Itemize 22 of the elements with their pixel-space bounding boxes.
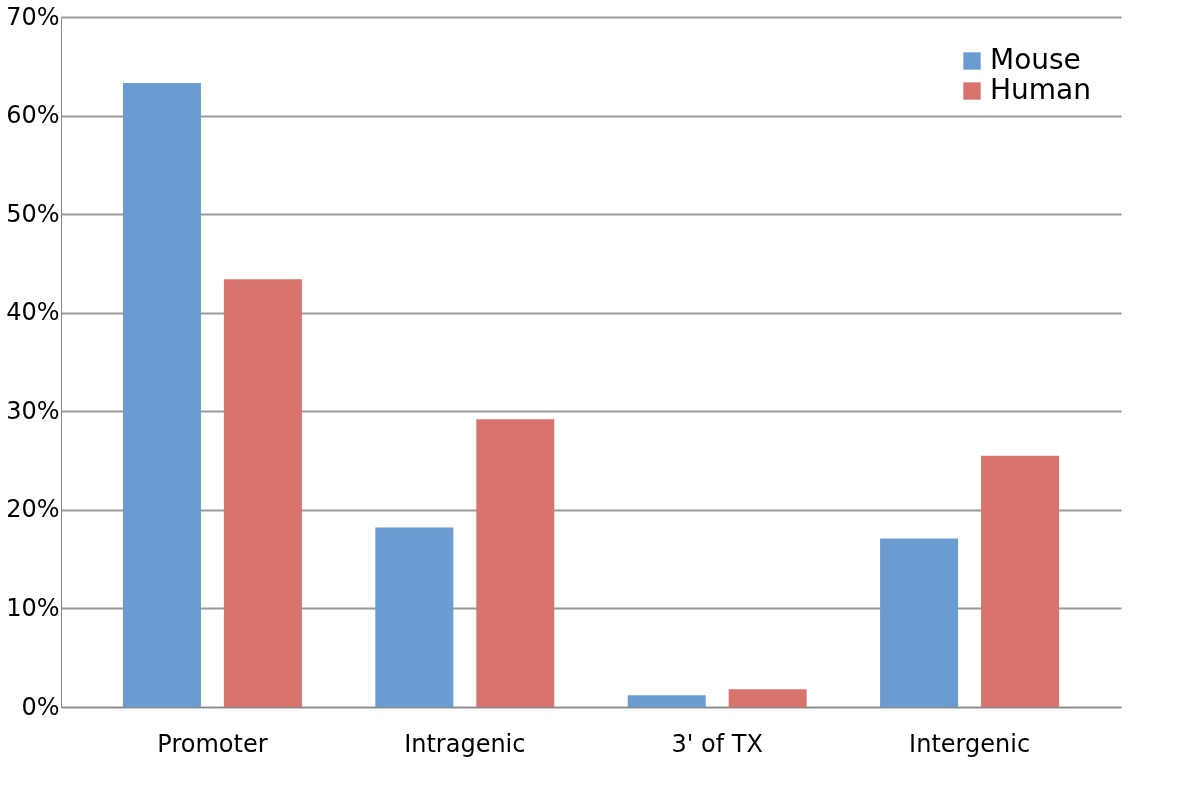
bar	[223, 279, 302, 707]
y-tick-label: 70%	[6, 2, 60, 31]
bar	[981, 455, 1060, 707]
y-tick-label: 30%	[6, 396, 60, 425]
bar	[728, 689, 807, 707]
x-tick-label: Intergenic	[909, 729, 1031, 758]
y-tick-label: 40%	[6, 298, 60, 327]
bar	[476, 419, 555, 707]
x-tick-label: 3' of TX	[671, 729, 763, 758]
x-tick-label: Intragenic	[404, 729, 526, 758]
bar	[122, 83, 201, 707]
y-tick-label: 0%	[21, 692, 60, 721]
y-tick-label: 50%	[6, 199, 60, 228]
bar	[627, 695, 706, 707]
legend-label: Human	[990, 73, 1091, 106]
bar	[375, 527, 454, 707]
y-tick-label: 20%	[6, 495, 60, 524]
bar	[880, 538, 959, 707]
y-tick-label: 10%	[6, 593, 60, 622]
y-tick-label: 60%	[6, 101, 60, 130]
legend-label: Mouse	[990, 43, 1081, 76]
x-tick-label: Promoter	[157, 729, 268, 758]
